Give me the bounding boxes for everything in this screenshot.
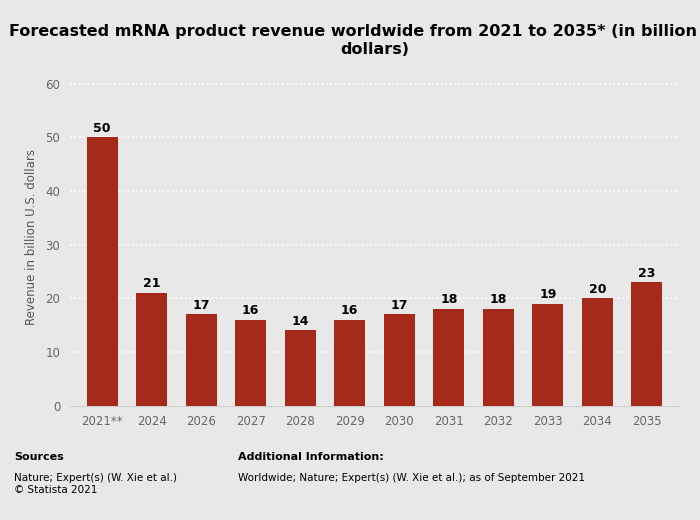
Text: 18: 18 <box>489 293 507 306</box>
Bar <box>384 315 414 406</box>
Text: Worldwide; Nature; Expert(s) (W. Xie et al.); as of September 2021: Worldwide; Nature; Expert(s) (W. Xie et … <box>238 473 585 483</box>
Bar <box>533 304 563 406</box>
Text: 14: 14 <box>291 315 309 328</box>
Text: 21: 21 <box>143 277 160 290</box>
Text: Nature; Expert(s) (W. Xie et al.)
© Statista 2021: Nature; Expert(s) (W. Xie et al.) © Stat… <box>14 473 177 495</box>
Bar <box>483 309 514 406</box>
Text: 18: 18 <box>440 293 458 306</box>
Text: 16: 16 <box>242 304 260 317</box>
Bar <box>186 315 216 406</box>
Bar <box>631 282 662 406</box>
Bar <box>285 331 316 406</box>
Bar <box>335 320 365 406</box>
Text: 17: 17 <box>193 298 210 311</box>
Text: 19: 19 <box>539 288 556 301</box>
Text: Sources: Sources <box>14 452 64 462</box>
Text: 50: 50 <box>93 122 111 135</box>
Text: 16: 16 <box>341 304 358 317</box>
Bar <box>87 137 118 406</box>
Bar <box>136 293 167 406</box>
Y-axis label: Revenue in billion U.S. dollars: Revenue in billion U.S. dollars <box>25 149 38 324</box>
Text: 20: 20 <box>589 282 606 295</box>
Text: 23: 23 <box>638 267 655 280</box>
Bar <box>582 298 612 406</box>
Bar <box>433 309 464 406</box>
Bar <box>235 320 266 406</box>
Text: 17: 17 <box>391 298 408 311</box>
Text: Additional Information:: Additional Information: <box>238 452 384 462</box>
Title: Forecasted mRNA product revenue worldwide from 2021 to 2035* (in billion U.S.
do: Forecasted mRNA product revenue worldwid… <box>9 24 700 57</box>
